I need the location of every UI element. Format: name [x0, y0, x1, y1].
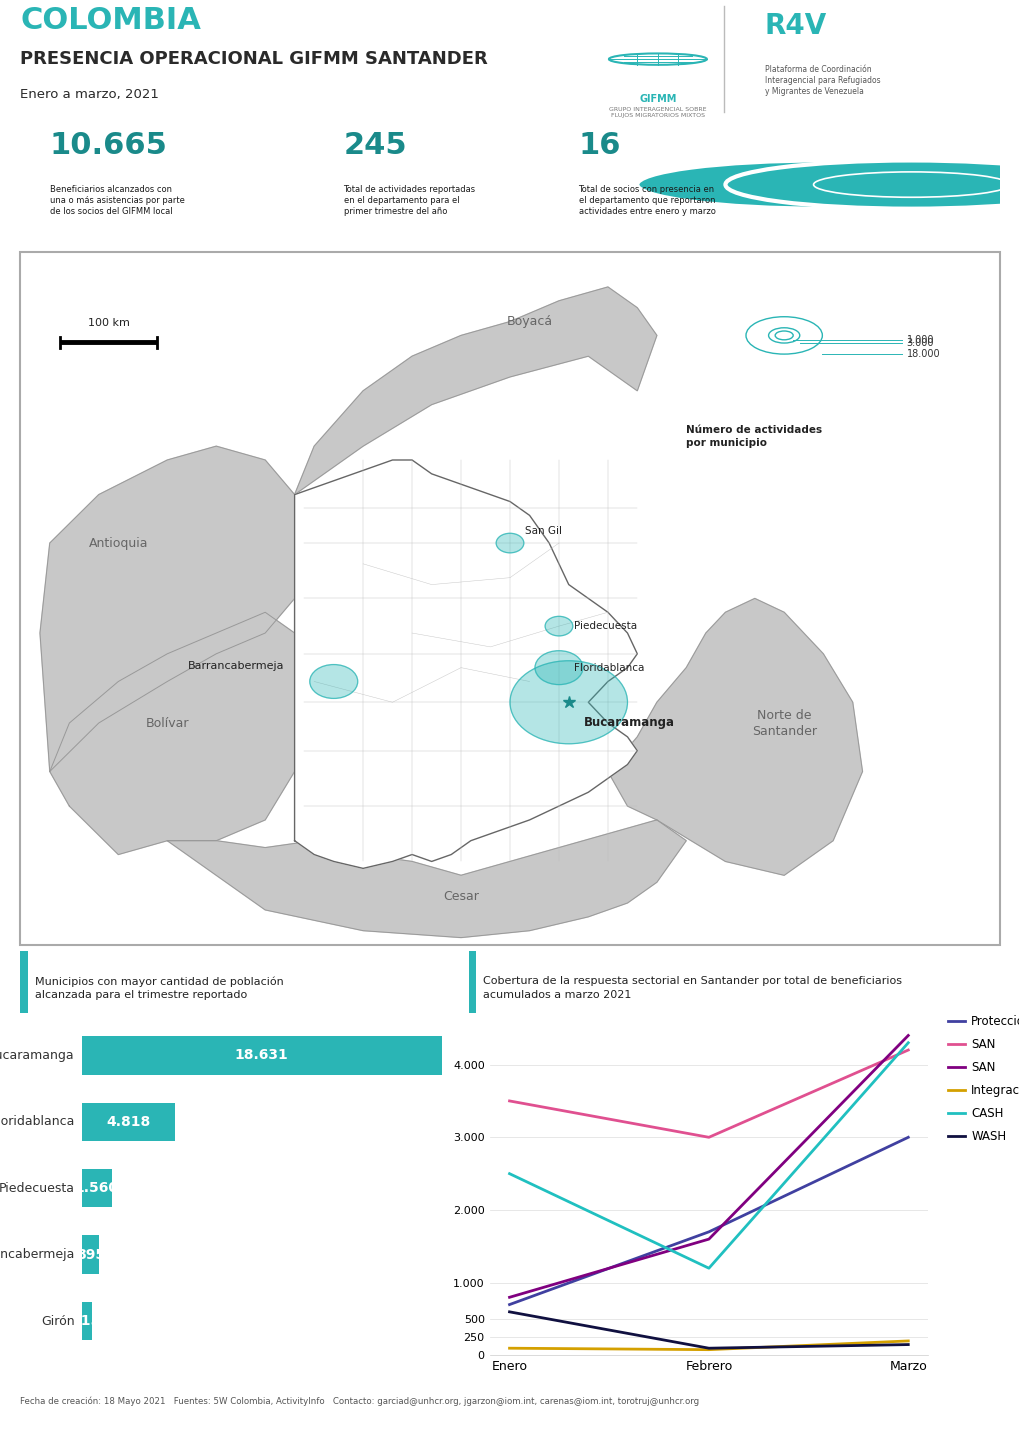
Text: Piedecuesta: Piedecuesta	[0, 1181, 74, 1195]
Text: Barrancabermeja: Barrancabermeja	[0, 1249, 74, 1262]
Text: Antioquia: Antioquia	[89, 536, 148, 549]
Circle shape	[510, 660, 627, 744]
Text: Fecha de creación: 18 Mayo 2021   Fuentes: 5W Colombia, ActivityInfo   Contacto:: Fecha de creación: 18 Mayo 2021 Fuentes:…	[20, 1397, 699, 1406]
Text: 16: 16	[578, 131, 621, 160]
Polygon shape	[40, 446, 294, 771]
Text: Floridablanca: Floridablanca	[573, 663, 643, 672]
Polygon shape	[294, 460, 637, 868]
Text: Piedecuesta: Piedecuesta	[573, 622, 636, 632]
Circle shape	[495, 534, 524, 552]
Text: 18.000: 18.000	[906, 349, 940, 359]
Text: GRUPO INTERAGENCIAL SOBRE
FLUJOS MIGRATORIOS MIXTOS: GRUPO INTERAGENCIAL SOBRE FLUJOS MIGRATO…	[608, 108, 706, 118]
Text: Boyacá: Boyacá	[506, 314, 552, 329]
Polygon shape	[294, 287, 656, 495]
Bar	[82, 1236, 99, 1273]
Text: Plataforma de Coordinación
Interagencial para Refugiados
y Migrantes de Venezuel: Plataforma de Coordinación Interagencial…	[764, 65, 879, 97]
Text: COLOMBIA: COLOMBIA	[20, 6, 201, 35]
Text: San Gil: San Gil	[524, 526, 561, 536]
Text: 18.631: 18.631	[234, 1048, 288, 1063]
Text: 245: 245	[343, 131, 407, 160]
Text: 1.000: 1.000	[906, 335, 933, 345]
Circle shape	[310, 665, 358, 698]
Text: Número de actividades
por municipio: Número de actividades por municipio	[686, 425, 821, 448]
Bar	[82, 1037, 441, 1074]
Text: Beneficiarios alcanzados con
una o más asistencias por parte
de los socios del G: Beneficiarios alcanzados con una o más a…	[50, 185, 184, 216]
Text: Girón: Girón	[41, 1315, 74, 1328]
Polygon shape	[50, 613, 314, 855]
Polygon shape	[167, 820, 686, 937]
Legend: Protección, SAN, SAN, Integración, CASH, WASH: Protección, SAN, SAN, Integración, CASH,…	[942, 1009, 1019, 1148]
Text: 3.000: 3.000	[906, 337, 933, 348]
FancyBboxPatch shape	[20, 950, 29, 1014]
FancyBboxPatch shape	[469, 950, 475, 1014]
Text: 515: 515	[72, 1314, 101, 1328]
Circle shape	[725, 160, 1019, 209]
Text: Enero a marzo, 2021: Enero a marzo, 2021	[20, 88, 159, 101]
Text: Total de socios con presencia en
el departamento que reportaron
actividades entr: Total de socios con presencia en el depa…	[578, 185, 714, 216]
Text: Bolívar: Bolívar	[146, 717, 189, 730]
Text: 895: 895	[75, 1247, 105, 1262]
Bar	[82, 1103, 174, 1141]
Polygon shape	[607, 598, 862, 875]
Text: Floridablanca: Floridablanca	[0, 1115, 74, 1128]
Text: Bucaramanga: Bucaramanga	[583, 717, 674, 730]
Bar	[82, 1302, 92, 1340]
Text: Barrancabermeja: Barrancabermeja	[189, 660, 284, 671]
Text: Cobertura de la respuesta sectorial en Santander por total de beneficiarios
acum: Cobertura de la respuesta sectorial en S…	[483, 976, 901, 999]
Text: Municipios con mayor cantidad de población
alcanzada para el trimestre reportado: Municipios con mayor cantidad de poblaci…	[36, 976, 284, 1001]
Text: R4V: R4V	[764, 12, 826, 40]
Text: Norte de
Santander: Norte de Santander	[751, 708, 816, 737]
Text: PRESENCIA OPERACIONAL GIFMM SANTANDER: PRESENCIA OPERACIONAL GIFMM SANTANDER	[20, 49, 488, 68]
Text: Total de actividades reportadas
en el departamento para el
primer trimestre del : Total de actividades reportadas en el de…	[343, 185, 475, 216]
Text: 1.560: 1.560	[74, 1181, 118, 1195]
Text: GIFMM: GIFMM	[639, 94, 676, 104]
Text: Bucaramanga: Bucaramanga	[0, 1048, 74, 1061]
Text: 4.818: 4.818	[106, 1115, 150, 1129]
Text: 100 km: 100 km	[88, 319, 129, 329]
Circle shape	[544, 616, 573, 636]
Text: 10.665: 10.665	[50, 131, 167, 160]
Bar	[82, 1169, 112, 1207]
Circle shape	[534, 650, 583, 685]
Text: Cesar: Cesar	[442, 890, 479, 903]
Circle shape	[637, 160, 1009, 209]
